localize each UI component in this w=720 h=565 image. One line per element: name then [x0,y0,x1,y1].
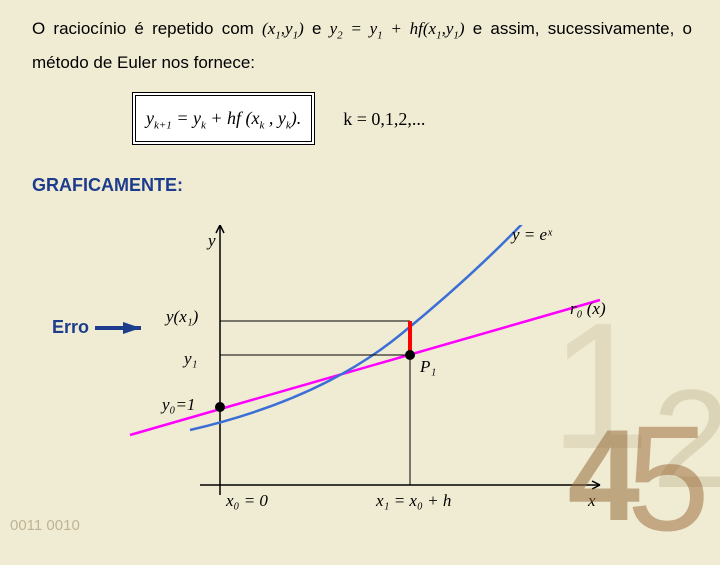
label-y0: y₀=1 [162,395,195,415]
euler-formula-box: yk+1 = yk + hf (xk , yk). [132,92,315,145]
label-x1: x₁ = x₀ + h [376,491,451,511]
formula-row: yk+1 = yk + hf (xk , yk). k = 0,1,2,... [132,92,692,145]
erro-label: Erro [52,317,135,338]
label-x0: x₀ = 0 [226,491,268,511]
erro-text: Erro [52,317,89,338]
label-y-axis: y [208,231,216,251]
euler-method-chart: Erro y x y = eˣ r₀ (x) y(x₁) y₁ y₀=1 x₀ … [60,225,620,520]
slide-content: O raciocínio é repetido com (x1,y1) e y2… [32,12,692,203]
k-values: k = 0,1,2,... [343,101,425,137]
label-y-of-x1: y(x₁) [166,307,198,327]
label-y1: y₁ [184,349,197,369]
graficamente-heading: GRAFICAMENTE: [32,167,692,203]
binary-code-watermark: 0011 0010 [10,517,80,534]
label-curve: y = eˣ [512,225,552,245]
watermark-5: 5 [627,392,710,565]
intro-paragraph: O raciocínio é repetido com (x1,y1) e y2… [32,12,692,80]
label-P1: P₁ [420,357,436,377]
chart-svg [60,225,620,520]
